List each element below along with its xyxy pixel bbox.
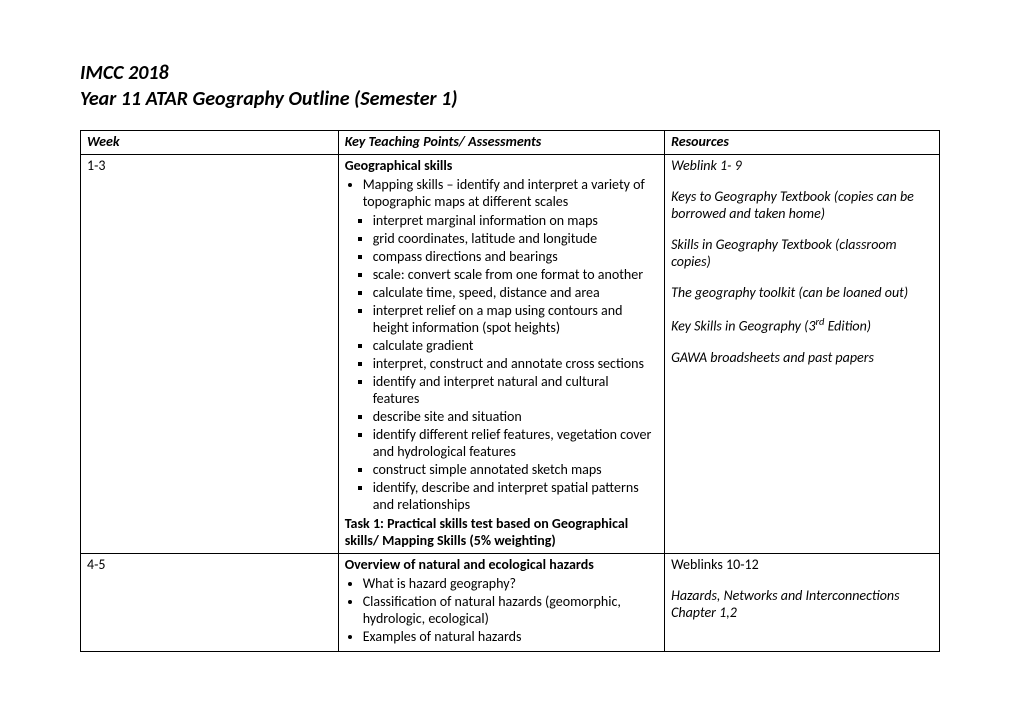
sub-item: calculate time, speed, distance and area (373, 284, 658, 301)
sub-item: grid coordinates, latitude and longitude (373, 230, 658, 247)
bullet-item: Examples of natural hazards (363, 628, 658, 645)
col-points: Key Teaching Points/ Assessments (338, 131, 664, 155)
points-heading: Overview of natural and ecological hazar… (345, 556, 658, 573)
sub-item: compass directions and bearings (373, 248, 658, 265)
resource-item: Hazards, Networks and Interconnections C… (671, 587, 933, 621)
cell-resources: Weblink 1- 9 Keys to Geography Textbook … (665, 155, 940, 554)
table-row: 4-5 Overview of natural and ecological h… (81, 554, 940, 652)
resource-text: Key Skills in Geography (3 (671, 318, 815, 335)
sub-item: identify, describe and interpret spatial… (373, 479, 658, 513)
outline-table: Week Key Teaching Points/ Assessments Re… (80, 130, 940, 652)
resource-item: Key Skills in Geography (3rd Edition) (671, 315, 933, 335)
resource-item: Weblinks 10-12 (671, 556, 933, 573)
points-heading: Geographical skills (345, 157, 658, 174)
bullet-item: What is hazard geography? (363, 575, 658, 592)
sub-item: identify and interpret natural and cultu… (373, 373, 658, 407)
sub-item: interpret, construct and annotate cross … (373, 355, 658, 372)
sub-item: identify different relief features, vege… (373, 426, 658, 460)
sub-item: calculate gradient (373, 337, 658, 354)
document-header: IMCC 2018 Year 11 ATAR Geography Outline… (80, 60, 940, 112)
col-week: Week (81, 131, 339, 155)
table-row: 1-3 Geographical skills Mapping skills –… (81, 155, 940, 554)
resource-item: GAWA broadsheets and past papers (671, 349, 933, 366)
points-bullets: What is hazard geography? Classification… (345, 575, 658, 645)
cell-week: 1-3 (81, 155, 339, 554)
sub-item: scale: convert scale from one format to … (373, 266, 658, 283)
header-line1: IMCC 2018 (80, 60, 940, 86)
sub-item: describe site and situation (373, 408, 658, 425)
table-header-row: Week Key Teaching Points/ Assessments Re… (81, 131, 940, 155)
cell-resources: Weblinks 10-12 Hazards, Networks and Int… (665, 554, 940, 652)
col-resources: Resources (665, 131, 940, 155)
resource-item: The geography toolkit (can be loaned out… (671, 284, 933, 301)
sub-item: interpret relief on a map using contours… (373, 302, 658, 336)
points-bullets: Mapping skills – identify and interpret … (345, 176, 658, 210)
sub-item: construct simple annotated sketch maps (373, 461, 658, 478)
bullet-item: Classification of natural hazards (geomo… (363, 593, 658, 627)
resource-item: Skills in Geography Textbook (classroom … (671, 236, 933, 270)
cell-week: 4-5 (81, 554, 339, 652)
task-line: Task 1: Practical skills test based on G… (345, 515, 658, 549)
resource-item: Keys to Geography Textbook (copies can b… (671, 188, 933, 222)
resource-item: Weblink 1- 9 (671, 157, 933, 174)
bullet-lead: Mapping skills – identify and interpret … (363, 176, 658, 210)
points-subbullets: interpret marginal information on maps g… (345, 212, 658, 513)
header-line2: Year 11 ATAR Geography Outline (Semester… (80, 86, 940, 112)
cell-points: Overview of natural and ecological hazar… (338, 554, 664, 652)
resource-text: Edition) (824, 318, 871, 335)
cell-points: Geographical skills Mapping skills – ide… (338, 155, 664, 554)
sub-item: interpret marginal information on maps (373, 212, 658, 229)
